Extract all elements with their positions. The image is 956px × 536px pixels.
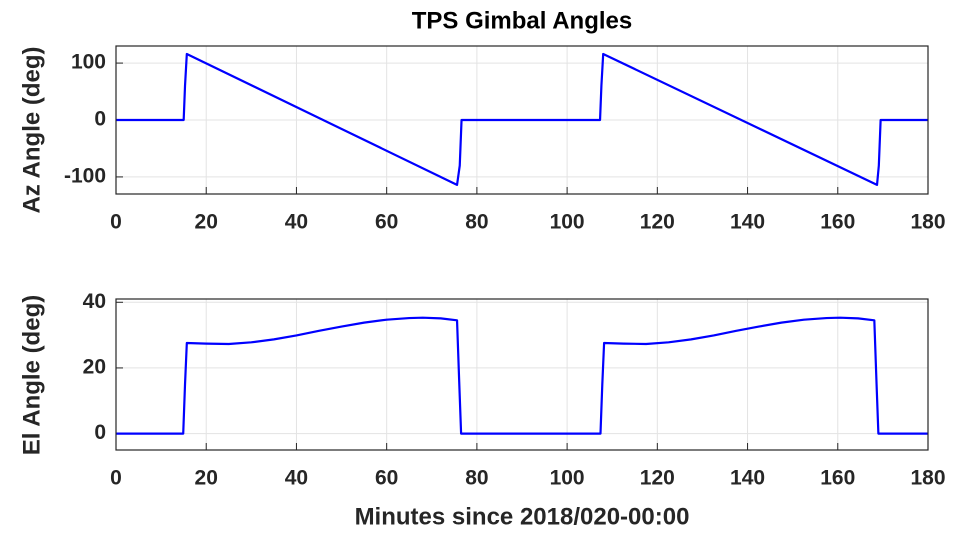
x-tick-label: 40 [285, 467, 308, 490]
y-tick-label: 0 [94, 421, 106, 444]
x-tick-label: 140 [730, 467, 765, 490]
x-tick-label: 20 [195, 211, 218, 234]
y-tick-label: 0 [94, 108, 106, 131]
x-tick-label: 180 [910, 467, 945, 490]
x-tick-label: 160 [820, 211, 855, 234]
y-axis-label: El Angle (deg) [18, 295, 45, 455]
x-tick-label: 0 [110, 211, 122, 234]
y-tick-label: -100 [64, 164, 106, 187]
x-tick-label: 60 [375, 467, 398, 490]
x-tick-label: 60 [375, 211, 398, 234]
plot-area [116, 299, 928, 450]
chart-title: TPS Gimbal Angles [412, 7, 633, 34]
x-tick-label: 160 [820, 467, 855, 490]
x-tick-label: 120 [640, 467, 675, 490]
x-tick-label: 140 [730, 211, 765, 234]
x-tick-label: 0 [110, 467, 122, 490]
x-tick-label: 40 [285, 211, 308, 234]
y-axis-label: Az Angle (deg) [18, 46, 45, 213]
x-tick-label: 80 [465, 211, 488, 234]
x-tick-label: 180 [910, 211, 945, 234]
x-axis-label: Minutes since 2018/020-00:00 [355, 503, 690, 530]
x-tick-label: 100 [550, 467, 585, 490]
x-tick-label: 20 [195, 467, 218, 490]
data-line [116, 316, 928, 435]
y-tick-label: 100 [71, 51, 106, 74]
data-line [116, 52, 928, 186]
y-tick-label: 40 [83, 290, 106, 313]
axes-box [115, 298, 929, 451]
y-tick-label: 20 [83, 355, 106, 378]
axes-box [115, 45, 929, 195]
x-tick-label: 100 [550, 211, 585, 234]
x-tick-label: 80 [465, 467, 488, 490]
x-tick-label: 120 [640, 211, 675, 234]
